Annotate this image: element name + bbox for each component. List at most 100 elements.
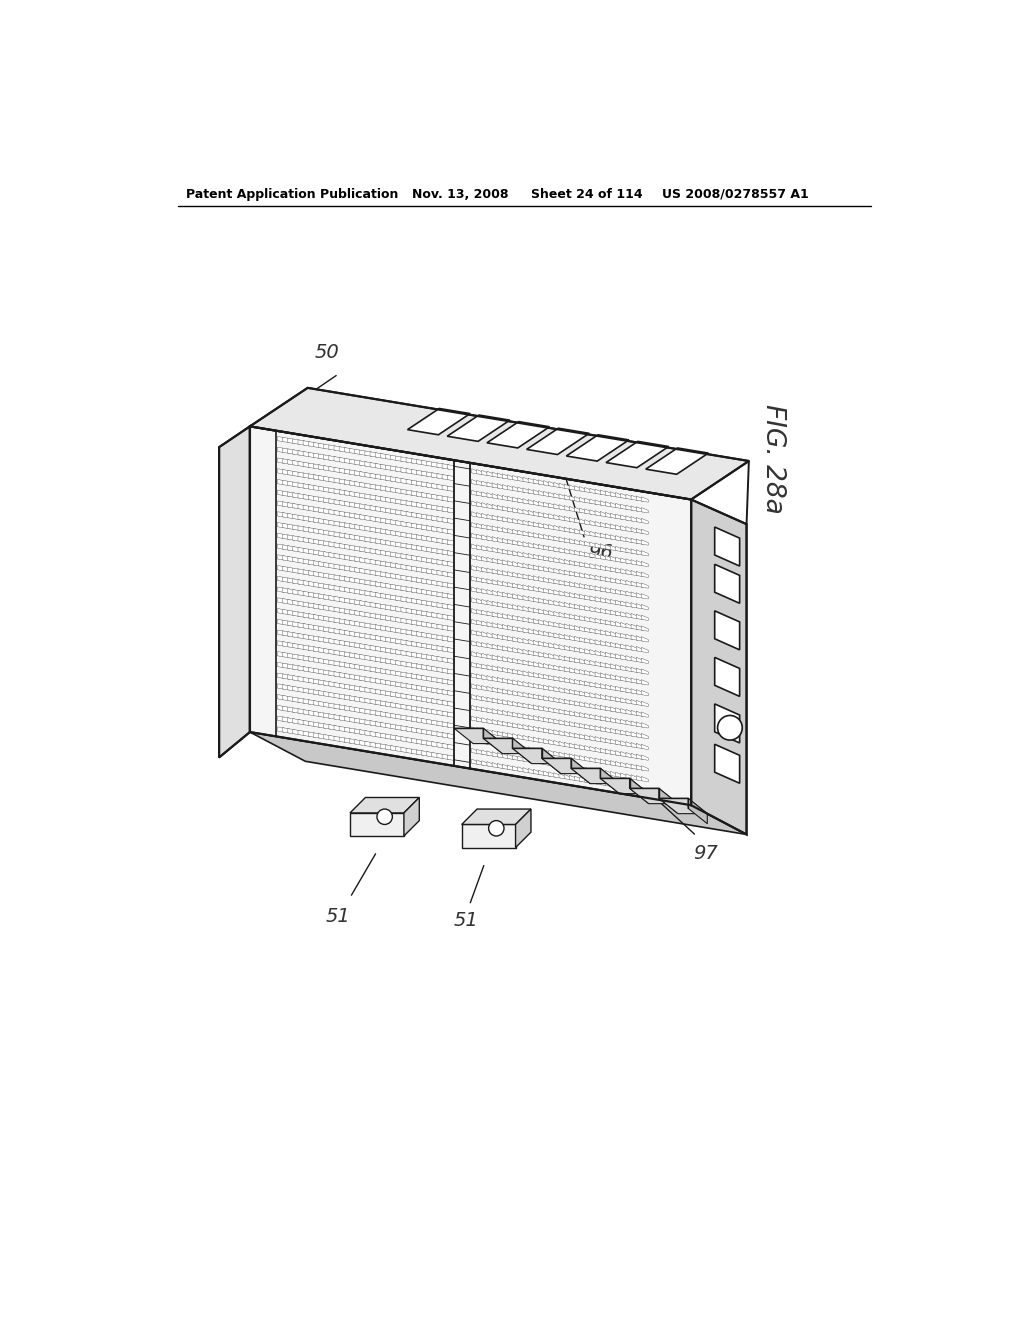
Polygon shape <box>313 507 321 512</box>
Polygon shape <box>595 682 602 688</box>
Polygon shape <box>324 692 331 697</box>
Polygon shape <box>365 451 372 457</box>
Polygon shape <box>370 645 377 651</box>
Polygon shape <box>324 508 331 513</box>
Polygon shape <box>600 630 607 635</box>
Polygon shape <box>422 546 428 552</box>
Polygon shape <box>318 723 326 729</box>
Polygon shape <box>564 560 571 565</box>
Polygon shape <box>564 506 571 511</box>
Polygon shape <box>417 589 423 594</box>
Polygon shape <box>476 631 483 636</box>
Polygon shape <box>476 717 483 722</box>
Polygon shape <box>554 762 561 767</box>
Polygon shape <box>621 515 628 520</box>
Polygon shape <box>621 494 628 499</box>
Polygon shape <box>442 463 449 469</box>
Polygon shape <box>329 478 336 483</box>
Polygon shape <box>554 751 561 756</box>
Polygon shape <box>380 733 387 738</box>
Polygon shape <box>498 721 504 726</box>
Text: 97: 97 <box>692 843 718 863</box>
Polygon shape <box>288 492 295 498</box>
Polygon shape <box>523 692 529 698</box>
Polygon shape <box>715 527 739 566</box>
Polygon shape <box>534 544 540 549</box>
Polygon shape <box>412 556 418 561</box>
Polygon shape <box>590 628 597 634</box>
Polygon shape <box>375 635 382 642</box>
Polygon shape <box>610 760 617 766</box>
Polygon shape <box>365 742 372 747</box>
Text: US 2008/0278557 A1: US 2008/0278557 A1 <box>662 187 809 201</box>
Polygon shape <box>621 548 628 553</box>
Polygon shape <box>412 663 418 668</box>
Polygon shape <box>476 760 483 766</box>
Polygon shape <box>641 680 648 685</box>
Polygon shape <box>471 663 478 668</box>
Polygon shape <box>528 714 535 719</box>
Polygon shape <box>278 705 285 710</box>
Polygon shape <box>580 540 587 545</box>
Polygon shape <box>631 560 638 565</box>
Polygon shape <box>349 491 356 496</box>
Polygon shape <box>605 587 612 593</box>
Polygon shape <box>518 734 524 739</box>
Polygon shape <box>298 525 305 531</box>
Polygon shape <box>427 569 433 574</box>
Polygon shape <box>585 562 592 568</box>
Polygon shape <box>442 657 449 663</box>
Polygon shape <box>437 495 443 500</box>
Polygon shape <box>401 661 408 667</box>
Polygon shape <box>595 747 602 752</box>
Polygon shape <box>482 599 488 605</box>
Polygon shape <box>359 697 367 702</box>
Polygon shape <box>487 568 494 573</box>
Polygon shape <box>641 550 648 556</box>
Polygon shape <box>482 513 488 519</box>
Polygon shape <box>437 463 443 469</box>
Polygon shape <box>574 582 582 587</box>
Polygon shape <box>523 510 529 515</box>
Polygon shape <box>554 579 561 585</box>
Polygon shape <box>339 673 346 678</box>
Polygon shape <box>349 577 356 583</box>
Polygon shape <box>334 661 341 667</box>
Circle shape <box>488 821 504 836</box>
Polygon shape <box>354 739 361 744</box>
Polygon shape <box>365 494 372 499</box>
Polygon shape <box>401 705 408 710</box>
Polygon shape <box>487 492 494 498</box>
Polygon shape <box>554 697 561 702</box>
Polygon shape <box>437 678 443 684</box>
Polygon shape <box>487 762 494 767</box>
Polygon shape <box>365 516 372 521</box>
Polygon shape <box>600 705 607 710</box>
Polygon shape <box>318 519 326 524</box>
Polygon shape <box>641 572 648 577</box>
Polygon shape <box>293 718 300 723</box>
Polygon shape <box>528 661 535 667</box>
Polygon shape <box>365 462 372 467</box>
Polygon shape <box>339 737 346 742</box>
Polygon shape <box>615 697 623 702</box>
Polygon shape <box>303 612 310 618</box>
Polygon shape <box>528 618 535 623</box>
Polygon shape <box>605 566 612 572</box>
Polygon shape <box>380 615 387 620</box>
Polygon shape <box>641 519 648 524</box>
Polygon shape <box>324 616 331 622</box>
Polygon shape <box>580 550 587 557</box>
Polygon shape <box>349 589 356 594</box>
Polygon shape <box>427 698 433 704</box>
Polygon shape <box>344 673 351 678</box>
Polygon shape <box>615 664 623 671</box>
Polygon shape <box>395 499 402 504</box>
Polygon shape <box>590 595 597 601</box>
Polygon shape <box>600 748 607 754</box>
Text: 51: 51 <box>454 911 478 931</box>
Polygon shape <box>375 668 382 673</box>
Polygon shape <box>401 651 408 656</box>
Polygon shape <box>359 494 367 499</box>
Polygon shape <box>385 723 392 729</box>
